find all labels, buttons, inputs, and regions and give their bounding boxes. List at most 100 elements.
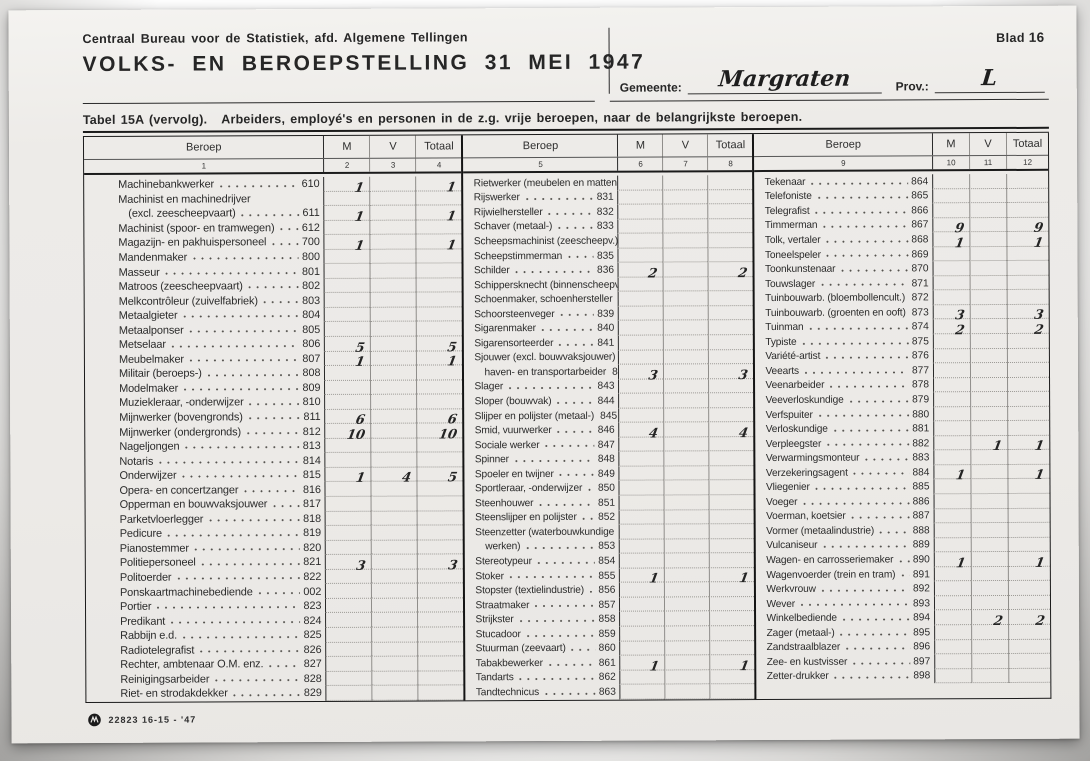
value-v — [370, 365, 417, 381]
value-m — [933, 523, 971, 538]
dot-leader — [181, 380, 300, 396]
value-m — [932, 203, 970, 218]
value-totaal: 5 — [416, 467, 463, 486]
value-v — [664, 669, 710, 685]
value-m — [325, 511, 372, 527]
value-v — [369, 220, 416, 235]
value-v: 2 — [971, 610, 1009, 629]
dot-leader — [797, 596, 911, 612]
value-totaal: 1 — [709, 567, 755, 586]
occupations-table: Beroep M V Totaal 1 2 3 4 Machinebankwer… — [82, 126, 1052, 704]
table-row: Modelmaker 809 — [85, 380, 463, 396]
table-row: Vormer (metaalindustrie) 888 — [756, 522, 1050, 539]
occupation-name: Rietwerker (meubelen en matten) — [473, 177, 618, 190]
value-m — [619, 524, 665, 540]
value-v — [970, 581, 1008, 596]
table-row: Spoeler en twijner 849 — [465, 466, 754, 482]
value-m — [932, 363, 971, 378]
value-totaal — [708, 291, 754, 307]
organization-name: Centraal Bureau voor de Statistiek, afd.… — [82, 30, 468, 47]
dot-leader — [812, 479, 910, 495]
dot-leader — [862, 450, 910, 466]
occupation-name: Typiste — [765, 336, 797, 348]
column-headers: Beroep M V Totaal — [463, 134, 753, 159]
value-totaal — [1007, 421, 1050, 436]
dot-leader — [532, 597, 596, 613]
dot-leader — [587, 583, 596, 598]
occupation-cell: Wagen- en carrosseriemaker 890 — [756, 552, 934, 568]
occupation-cell: Sjouwer (excl. bouwvaksjouwer) — [464, 350, 618, 365]
occupation-cell: Tekenaar 864 — [755, 174, 933, 190]
value-v — [969, 348, 1007, 364]
occupation-name: Sportleraar, -onderwijzer — [474, 483, 583, 495]
value-totaal — [1007, 391, 1050, 407]
occupation-cell: Werkvrouw 892 — [756, 581, 934, 597]
occupation-code: 843 — [597, 381, 615, 393]
value-totaal — [1007, 493, 1050, 509]
occupation-code: 864 — [911, 176, 929, 188]
occupation-code: 800 — [301, 250, 320, 264]
table-row: Telegrafist 866 — [755, 202, 1049, 219]
value-v — [370, 336, 417, 352]
table-row: Schoenmaker, schoenhersteller838 — [464, 291, 754, 307]
value-totaal — [709, 582, 755, 598]
value-totaal — [709, 524, 755, 539]
occupation-code: 884 — [912, 467, 930, 479]
value-totaal — [416, 481, 463, 497]
value-v — [970, 406, 1008, 422]
value-v — [371, 569, 418, 585]
value-m: 1 — [619, 568, 665, 587]
value-v — [370, 452, 417, 468]
value-v — [969, 246, 1007, 262]
dot-leader — [245, 278, 300, 294]
header-m: M — [931, 133, 970, 156]
dot-leader — [896, 552, 910, 568]
occupation-cell: Radiotelegrafist 826 — [86, 642, 326, 658]
handwritten-count: 1 — [1033, 468, 1046, 484]
value-m — [324, 482, 372, 497]
dot-leader — [806, 319, 909, 335]
table-row: Zee- en kustvisser 897 — [757, 653, 1051, 670]
dot-leader — [534, 553, 596, 569]
occupation-code: 898 — [913, 670, 931, 682]
header-m: M — [323, 135, 370, 158]
value-m — [618, 437, 664, 453]
value-totaal — [416, 380, 463, 395]
value-m: 4 — [618, 422, 664, 441]
occupation-code: 863 — [598, 686, 616, 698]
occupation-name: Opera- en concertzanger — [119, 484, 239, 497]
occupation-cell: Reinigingsarbeider 828 — [86, 671, 326, 688]
table-row: Schippersknecht (binnenscheepv.)837 — [464, 276, 754, 293]
value-m: 1 — [933, 465, 971, 484]
occupation-cell: Parketvloerlegger 818 — [86, 511, 326, 528]
table-row: Rechter, ambtenaar O.M. enz. 827 — [86, 656, 464, 672]
table-row: Slager 843 — [464, 378, 754, 395]
value-m — [932, 348, 970, 364]
occupation-code: 818 — [303, 512, 322, 525]
occupation-name: Vliegenier — [765, 482, 810, 494]
occupation-cell: Opperman en bouwvaksjouwer 817 — [86, 497, 326, 513]
value-m — [617, 233, 663, 249]
dot-leader — [565, 248, 594, 264]
table-row: Vulcaniseur 889 — [756, 537, 1050, 554]
dot-leader — [270, 497, 301, 512]
value-v — [969, 304, 1007, 320]
value-m — [933, 421, 971, 437]
value-m — [934, 654, 972, 669]
table-column-group-2: Beroep M V Totaal 5 6 7 8 Rietwerker (me… — [461, 134, 755, 701]
sheet-label: Blad — [996, 30, 1025, 46]
cbs-logo-icon — [87, 713, 101, 727]
col-number: 10 — [932, 156, 970, 170]
occupation-name: Touwslager — [765, 278, 816, 290]
dot-leader — [542, 437, 595, 453]
value-m — [324, 278, 371, 294]
value-totaal — [1007, 595, 1051, 611]
prov-label: Prov.: — [895, 79, 929, 94]
occupation-name: Rechter, ambtenaar O.M. enz. — [120, 658, 264, 672]
value-v — [663, 306, 709, 321]
occupation-name: Voerman, koetsier — [766, 511, 846, 523]
dot-leader — [538, 321, 595, 337]
occupation-code: 806 — [302, 338, 321, 351]
value-v — [370, 278, 417, 294]
occupation-code: 836 — [596, 264, 615, 276]
